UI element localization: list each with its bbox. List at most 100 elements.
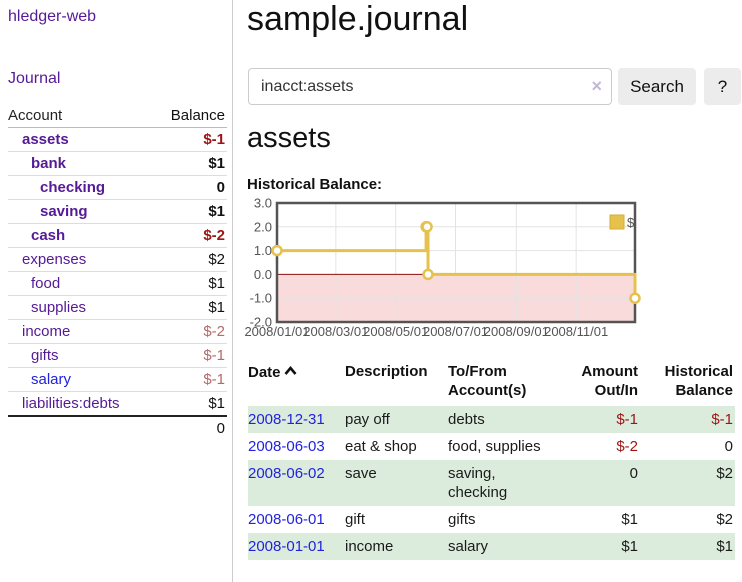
account-link-supplies[interactable]: supplies: [31, 299, 87, 316]
account-balance: $-2: [148, 223, 227, 248]
account-link-income[interactable]: income: [22, 323, 71, 340]
column-header-account: Account: [8, 104, 148, 128]
account-link-assets[interactable]: assets: [22, 131, 69, 148]
account-link-expenses[interactable]: expenses: [22, 251, 87, 268]
account-link-liabilities-debts[interactable]: liabilities:debts: [22, 395, 120, 412]
account-heading: assets: [247, 122, 331, 154]
column-header-balance: Balance: [148, 104, 227, 128]
account-row-assets: assets $-1: [8, 127, 227, 152]
svg-text:2008/01/01: 2008/01/01: [244, 324, 309, 339]
account-balance: $1: [148, 199, 227, 224]
column-header-date[interactable]: Date: [248, 360, 345, 406]
svg-text:-2.0: -2.0: [250, 315, 272, 330]
help-button[interactable]: ?: [704, 68, 741, 105]
account-row-bank: bank $1: [8, 151, 227, 176]
account-row-supplies: supplies $1: [8, 295, 227, 320]
transaction-accounts: saving, checking: [448, 465, 508, 501]
search-input[interactable]: [248, 68, 612, 105]
account-balance: $-1: [148, 367, 227, 392]
transaction-balance: $2: [716, 511, 733, 528]
transaction-date-link[interactable]: 2008-06-02: [248, 465, 325, 482]
clear-search-icon[interactable]: ×: [591, 76, 602, 96]
account-link-bank[interactable]: bank: [31, 155, 67, 172]
historical-balance-chart: 2008/01/012008/03/012008/05/012008/07/01…: [244, 198, 641, 339]
account-link-cash[interactable]: cash: [31, 227, 66, 244]
svg-text:2008/05/01: 2008/05/01: [363, 324, 428, 339]
transaction-amount: $1: [621, 538, 638, 555]
account-balance: $2: [148, 247, 227, 272]
transaction-balance: $1: [716, 538, 733, 555]
transaction-amount: $1: [621, 511, 638, 528]
accounts-total-value: 0: [148, 415, 227, 440]
transaction-row: 2008-12-31 pay off debts $-1 $-1: [248, 406, 735, 433]
account-row-saving: saving $1: [8, 199, 227, 224]
transaction-date-link[interactable]: 2008-06-01: [248, 511, 325, 528]
account-balance: $1: [148, 151, 227, 176]
svg-text:-1.0: -1.0: [250, 291, 272, 306]
register-header-row: Date Description To/From Account(s) Amou…: [248, 360, 735, 406]
transaction-description: gift: [345, 511, 366, 528]
svg-text:3.0: 3.0: [254, 198, 272, 211]
transaction-description: save: [345, 465, 377, 482]
column-header-description: Description: [345, 363, 428, 380]
transaction-balance: 0: [724, 438, 733, 455]
column-header-accounts: To/From Account(s): [448, 363, 527, 399]
account-link-salary[interactable]: salary: [31, 371, 72, 388]
account-link-checking[interactable]: checking: [40, 179, 106, 196]
transaction-accounts: salary: [448, 538, 489, 555]
transaction-description: income: [345, 538, 394, 555]
account-balance: $1: [148, 271, 227, 296]
accounts-total-row: 0: [8, 415, 227, 440]
account-link-saving[interactable]: saving: [40, 203, 88, 220]
account-balance: $1: [148, 391, 227, 417]
transaction-description: pay off: [345, 411, 390, 428]
register-table: Date Description To/From Account(s) Amou…: [248, 360, 735, 560]
page-title: sample.journal: [247, 0, 469, 38]
main-content: sample.journal × Search ? assets Histori…: [240, 0, 742, 582]
transaction-balance: $2: [716, 465, 733, 482]
account-balance: $-1: [148, 127, 227, 152]
transaction-row: 2008-06-03 eat & shop food, supplies $-2…: [248, 433, 735, 460]
svg-text:2008/09/01: 2008/09/01: [484, 324, 549, 339]
transaction-accounts: food, supplies: [448, 438, 541, 455]
transaction-balance: $-1: [711, 411, 733, 428]
transaction-amount: $-1: [616, 411, 638, 428]
account-row-salary: salary $-1: [8, 367, 227, 392]
sidebar: hledger-web Journal Account Balance asse…: [0, 0, 233, 582]
svg-text:0.0: 0.0: [254, 267, 272, 282]
account-row-liabilities-debts: liabilities:debts $1: [8, 391, 227, 417]
transaction-row: 2008-06-02 save saving, checking 0 $2: [248, 460, 735, 506]
search-button[interactable]: Search: [618, 68, 696, 105]
transaction-date-link[interactable]: 2008-01-01: [248, 538, 325, 555]
accounts-table-header: Account Balance: [8, 104, 227, 128]
transaction-accounts: debts: [448, 411, 485, 428]
account-balance: $-1: [148, 343, 227, 368]
svg-text:2008/07/01: 2008/07/01: [423, 324, 488, 339]
sort-ascending-icon: [284, 362, 297, 381]
account-row-income: income $-2: [8, 319, 227, 344]
account-row-food: food $1: [8, 271, 227, 296]
legend-swatch: [609, 214, 625, 230]
account-row-checking: checking 0: [8, 175, 227, 200]
svg-text:1.0: 1.0: [254, 243, 272, 258]
transaction-row: 2008-06-01 gift gifts $1 $2: [248, 506, 735, 533]
sidebar-item-journal[interactable]: Journal: [8, 70, 61, 87]
account-balance: 0: [148, 175, 227, 200]
account-link-gifts[interactable]: gifts: [31, 347, 59, 364]
svg-text:2008/11/01: 2008/11/01: [544, 324, 608, 339]
accounts-table: Account Balance assets $-1 bank $1 check…: [8, 104, 227, 440]
chart-title: Historical Balance:: [247, 176, 383, 193]
account-row-expenses: expenses $2: [8, 247, 227, 272]
column-header-balance: Historical Balance: [664, 363, 733, 399]
column-header-amount: Amount Out/In: [581, 363, 638, 399]
svg-text:2008/03/01: 2008/03/01: [303, 324, 368, 339]
transaction-date-link[interactable]: 2008-06-03: [248, 438, 325, 455]
account-row-gifts: gifts $-1: [8, 343, 227, 368]
account-balance: $-2: [148, 319, 227, 344]
app-brand-link[interactable]: hledger-web: [8, 8, 97, 25]
transaction-date-link[interactable]: 2008-12-31: [248, 411, 325, 428]
transaction-amount: 0: [629, 465, 638, 482]
account-row-cash: cash $-2: [8, 223, 227, 248]
transaction-amount: $-2: [616, 438, 638, 455]
account-link-food[interactable]: food: [31, 275, 61, 292]
